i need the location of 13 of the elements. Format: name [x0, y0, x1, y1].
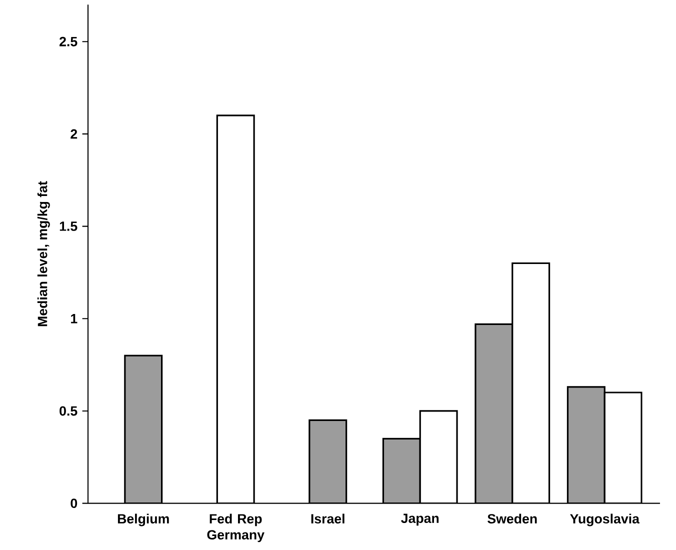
x-tick-label: Belgium [118, 514, 169, 526]
y-tick-label: 2 [70, 129, 78, 139]
x-tick-label: Sweden [488, 514, 537, 524]
x-tick-label: Yugoslavia [570, 514, 640, 526]
x-tick-label: Japan [401, 514, 439, 526]
y-tick-label: 0.5 [60, 406, 78, 416]
x-tick-label: Fed Rep Germany [207, 514, 264, 542]
y-tick-label: 2.5 [60, 36, 78, 46]
y-tick-label: 1 [71, 314, 78, 324]
y-tick-label: 0 [70, 498, 78, 508]
x-tick-label: Israel [311, 514, 344, 524]
y-axis-title: Median level, mg/kg fat [37, 181, 50, 326]
y-tick-label: 1.5 [60, 222, 78, 231]
